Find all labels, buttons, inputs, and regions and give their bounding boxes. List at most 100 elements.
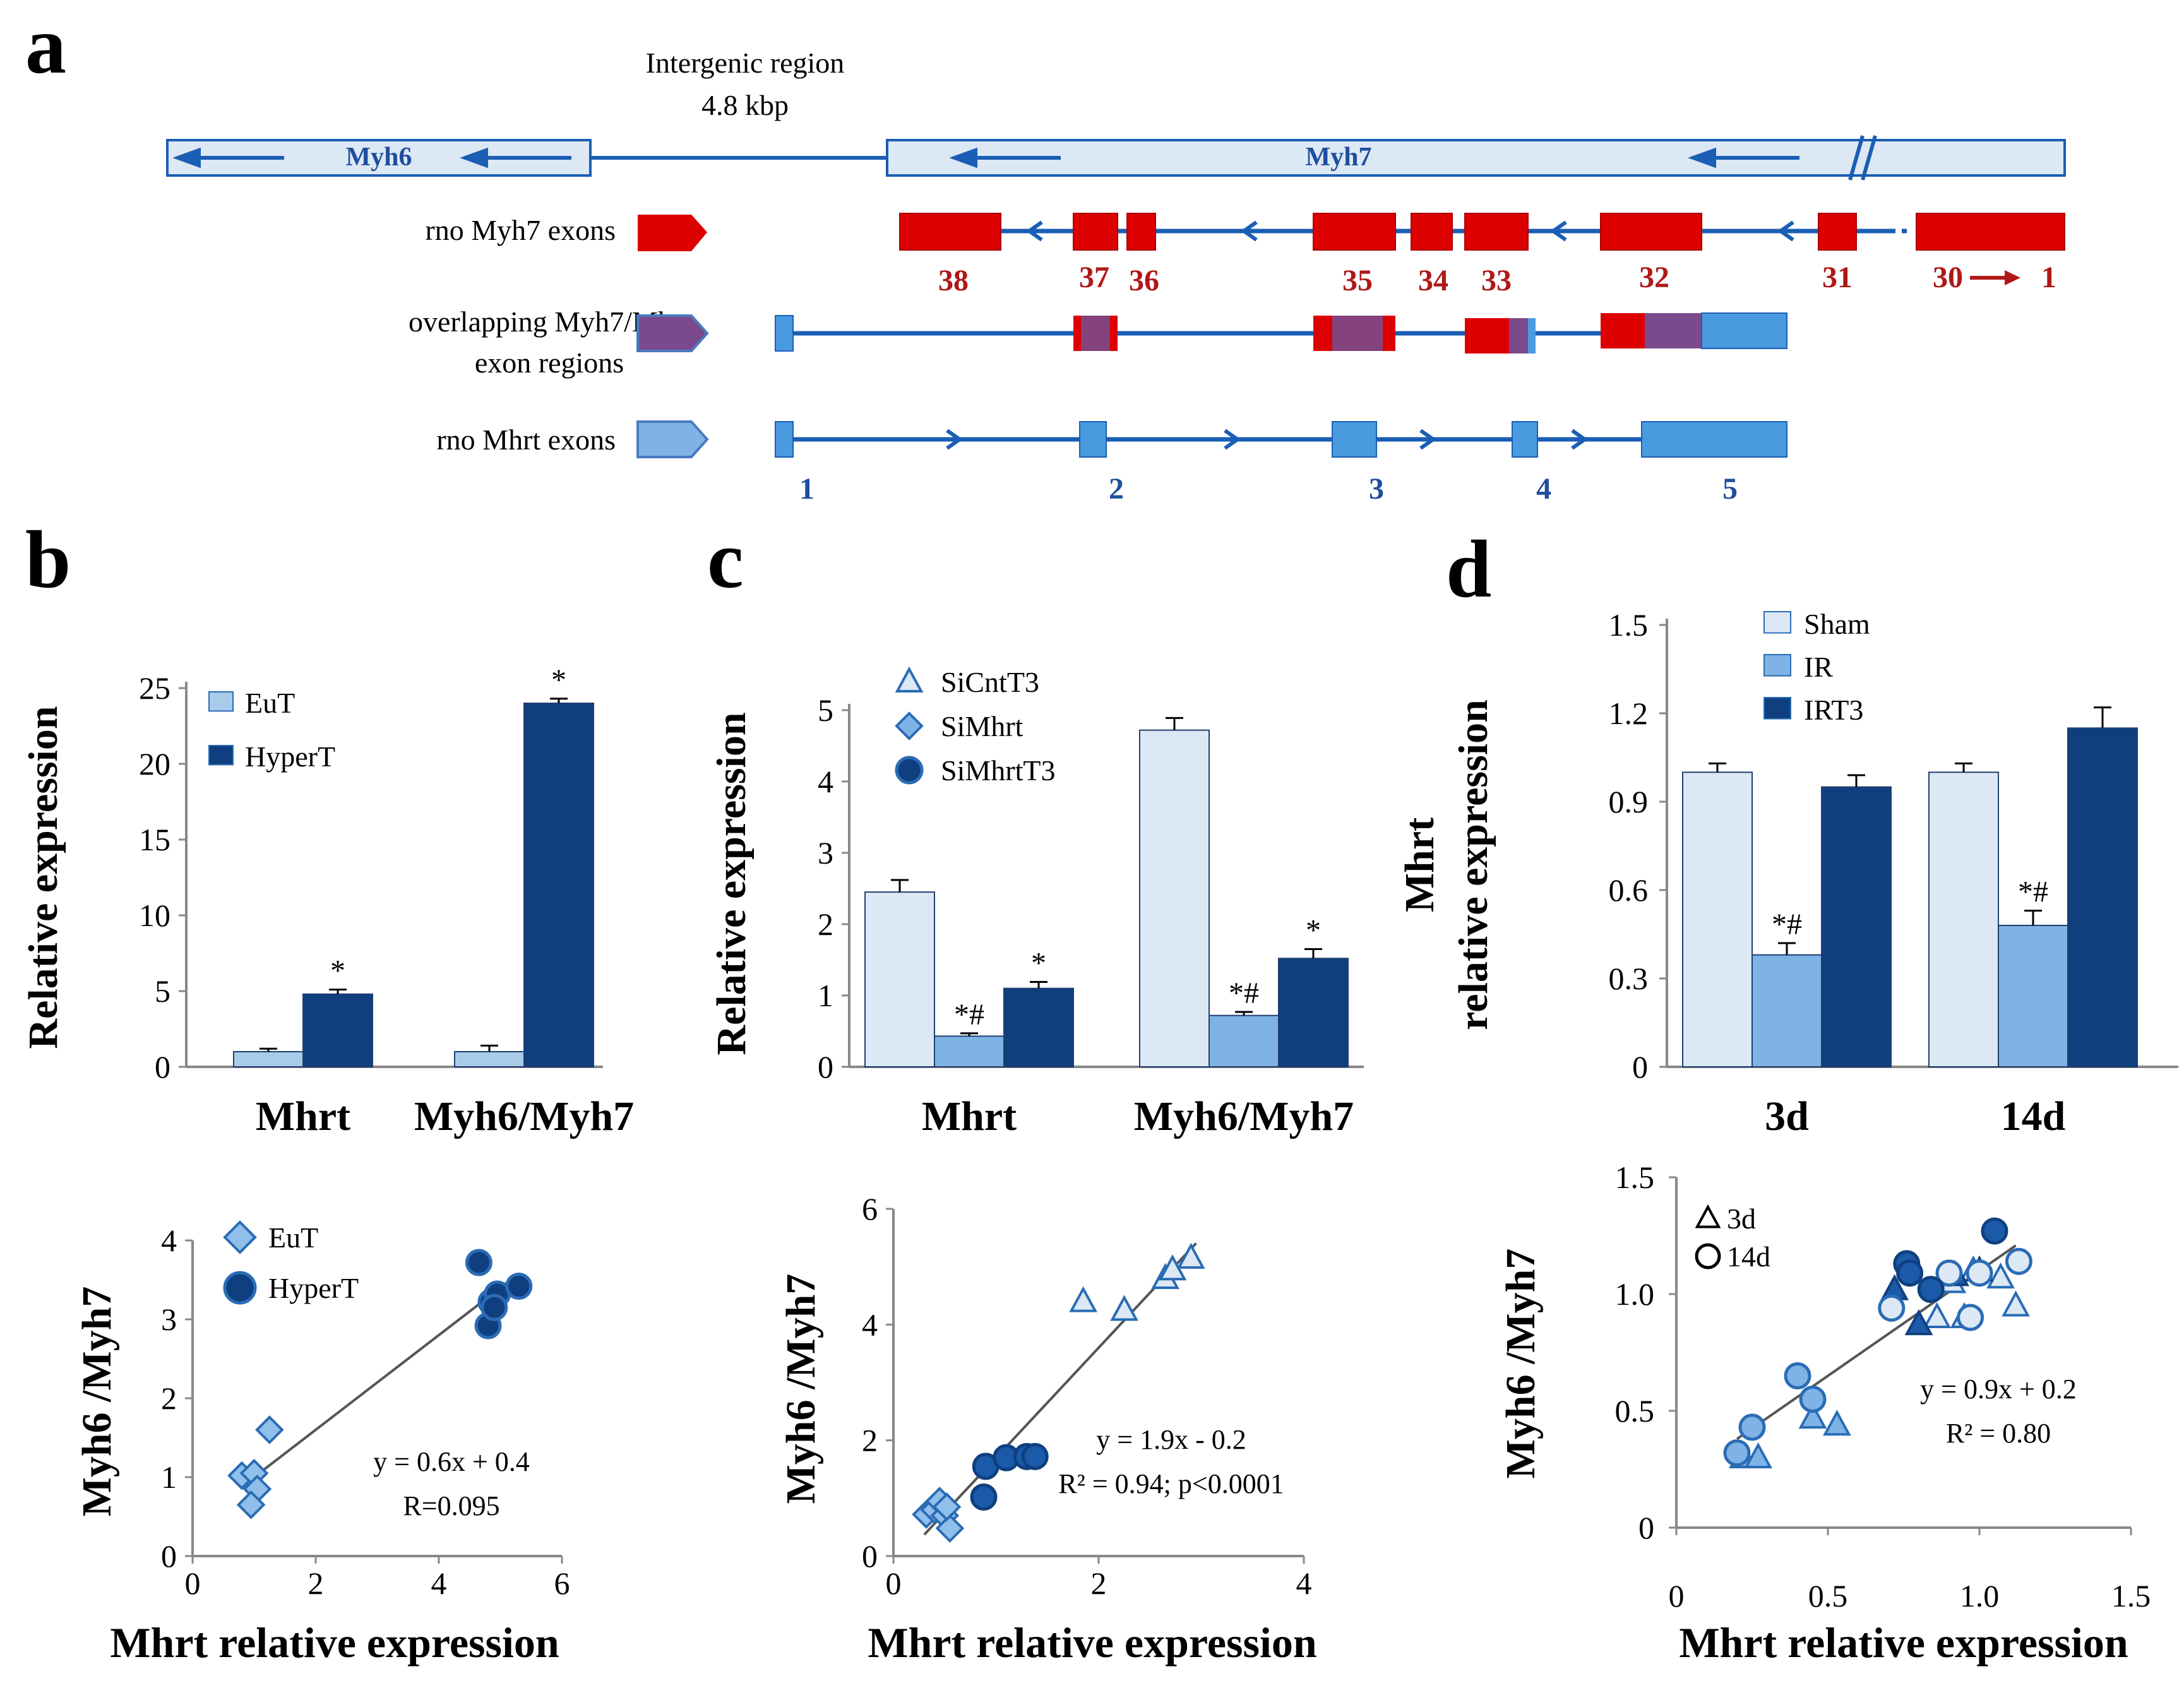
bar bbox=[1821, 786, 1892, 1067]
legend-marker bbox=[895, 666, 924, 692]
mhrt-exon-5-label: 5 bbox=[1722, 472, 1738, 506]
y-axis-label: Myh6 /Myh7 bbox=[74, 1287, 120, 1517]
y-tick-label: 0.3 bbox=[1609, 961, 1649, 996]
myh7-exon-boxes bbox=[899, 213, 2065, 251]
regression-stat: R² = 0.80 bbox=[1946, 1418, 2051, 1449]
regression-equation: y = 1.9x - 0.2 bbox=[1096, 1424, 1246, 1455]
panel-label-a: a bbox=[25, 0, 66, 91]
legend-marker bbox=[1695, 1243, 1721, 1269]
y-axis-label: Relative expression bbox=[20, 706, 66, 1049]
x-tick-label: 6 bbox=[554, 1566, 570, 1601]
y-tick-label: 6 bbox=[862, 1191, 878, 1227]
chart-c-bar: 0 1 2 3 4 5 Mhrt Myh6/Myh7 *# * *# * Relative expres… bbox=[708, 666, 1364, 1139]
gene-map: Intergenic region 4.8 kbp Myh6 Myh7 rno … bbox=[166, 47, 2066, 506]
mhrt-exon-boxes bbox=[775, 421, 1787, 458]
data-point bbox=[970, 1483, 998, 1511]
y-tick-label: 5 bbox=[155, 973, 170, 1009]
y-tick-label: 0 bbox=[862, 1538, 878, 1574]
chart-b-scatter: 0 1 2 3 4 0 2 4 6 Myh6 /Myh7 Mhrt relative express… bbox=[74, 1220, 570, 1667]
legend-swatch bbox=[1763, 654, 1791, 677]
category-label: Mhrt bbox=[922, 1093, 1017, 1139]
mhrt-intron-arrows bbox=[946, 429, 1589, 450]
significance-mark: * bbox=[1306, 914, 1321, 948]
y-tick-label: 5 bbox=[818, 692, 833, 728]
x-tick-label: 0 bbox=[1669, 1578, 1685, 1614]
legend-label: Sham bbox=[1804, 608, 1870, 640]
x-tick-label: 2 bbox=[308, 1566, 324, 1601]
legend-label: EuT bbox=[245, 687, 295, 719]
x-tick-label: 1.0 bbox=[1960, 1578, 2000, 1614]
y-tick-label: 4 bbox=[161, 1223, 177, 1258]
x-axis-label: Mhrt relative expression bbox=[868, 1619, 1316, 1667]
mhrt-exon-1-label: 1 bbox=[799, 472, 815, 506]
bar bbox=[302, 993, 373, 1068]
data-point bbox=[1799, 1386, 1827, 1413]
mhrt-exon-4-label: 4 bbox=[1536, 472, 1551, 506]
data-point bbox=[1904, 1309, 1933, 1336]
myh7-legend-arrow bbox=[638, 215, 707, 251]
bar bbox=[1208, 1014, 1279, 1068]
panel-label-b: b bbox=[25, 514, 71, 605]
gene-direction-arrows bbox=[172, 147, 1799, 169]
intergenic-label: Intergenic region bbox=[646, 47, 845, 79]
data-point bbox=[1021, 1442, 1049, 1470]
data-point bbox=[1878, 1294, 1906, 1322]
y-tick-label: 0.6 bbox=[1609, 872, 1649, 908]
legend-label: HyperT bbox=[268, 1272, 359, 1304]
legend-marker bbox=[223, 1220, 257, 1254]
y-tick-label: 0.5 bbox=[1615, 1393, 1655, 1429]
y-axis-label-line2: relative expression bbox=[1450, 699, 1496, 1030]
bar bbox=[1003, 987, 1074, 1067]
data-point bbox=[505, 1273, 533, 1300]
legend-label: EuT bbox=[268, 1221, 318, 1254]
bar bbox=[1751, 954, 1822, 1067]
data-point bbox=[465, 1249, 492, 1276]
significance-mark: *# bbox=[1229, 977, 1259, 1010]
mhrt-legend-arrow bbox=[636, 420, 709, 458]
significance-mark: * bbox=[1031, 947, 1046, 980]
y-tick-label: 0 bbox=[818, 1049, 833, 1085]
exon-31-label: 31 bbox=[1822, 261, 1853, 294]
y-tick-label: 20 bbox=[139, 746, 170, 782]
regression-equation: y = 0.6x + 0.4 bbox=[373, 1446, 530, 1477]
exon-1-label: 1 bbox=[2041, 261, 2056, 294]
regression-equation: y = 0.9x + 0.2 bbox=[1920, 1374, 2077, 1405]
bar bbox=[934, 1035, 1005, 1068]
legend-swatch bbox=[208, 691, 234, 712]
bar bbox=[1998, 925, 2068, 1067]
bar bbox=[1139, 729, 1210, 1067]
bar bbox=[864, 891, 935, 1068]
panel-label-d: d bbox=[1446, 524, 1491, 615]
data-point bbox=[1966, 1259, 1993, 1287]
intergenic-size-label: 4.8 kbp bbox=[701, 89, 789, 121]
legend-swatch bbox=[1763, 611, 1791, 634]
y-tick-label: 3 bbox=[161, 1302, 177, 1337]
mhrt-exon-3-label: 3 bbox=[1369, 472, 1384, 506]
y-tick-label: 0 bbox=[1632, 1049, 1648, 1085]
legend-swatch bbox=[208, 745, 234, 766]
category-label: Myh6/Myh7 bbox=[414, 1093, 634, 1139]
row3-label: rno Mhrt exons bbox=[436, 424, 616, 456]
y-tick-label: 4 bbox=[862, 1307, 878, 1342]
y-tick-label: 25 bbox=[139, 670, 170, 706]
data-point bbox=[2005, 1247, 2032, 1275]
legend-label: 14d bbox=[1727, 1240, 1770, 1273]
data-point bbox=[1723, 1439, 1751, 1467]
myh6-label: Myh6 bbox=[346, 143, 412, 172]
myh7-gene-box bbox=[886, 139, 2066, 177]
overlap-legend-arrow bbox=[636, 314, 709, 352]
legend-label: 3d bbox=[1727, 1203, 1756, 1235]
legend-label: SiMhrtT3 bbox=[941, 754, 1055, 787]
legend-marker bbox=[1695, 1204, 1721, 1228]
mhrt-exon-2-label: 2 bbox=[1109, 472, 1124, 506]
category-label: 14d bbox=[2001, 1093, 2066, 1139]
x-tick-label: 0 bbox=[185, 1566, 201, 1601]
significance-mark: * bbox=[551, 663, 566, 697]
bar bbox=[1682, 771, 1753, 1068]
exon-32-label: 32 bbox=[1639, 261, 1669, 294]
exon-37-label: 37 bbox=[1079, 261, 1109, 294]
x-axis-label: Mhrt relative expression bbox=[110, 1619, 559, 1667]
data-point bbox=[1957, 1304, 1984, 1331]
legend-label: IR bbox=[1804, 651, 1833, 683]
bar bbox=[1928, 771, 1999, 1068]
